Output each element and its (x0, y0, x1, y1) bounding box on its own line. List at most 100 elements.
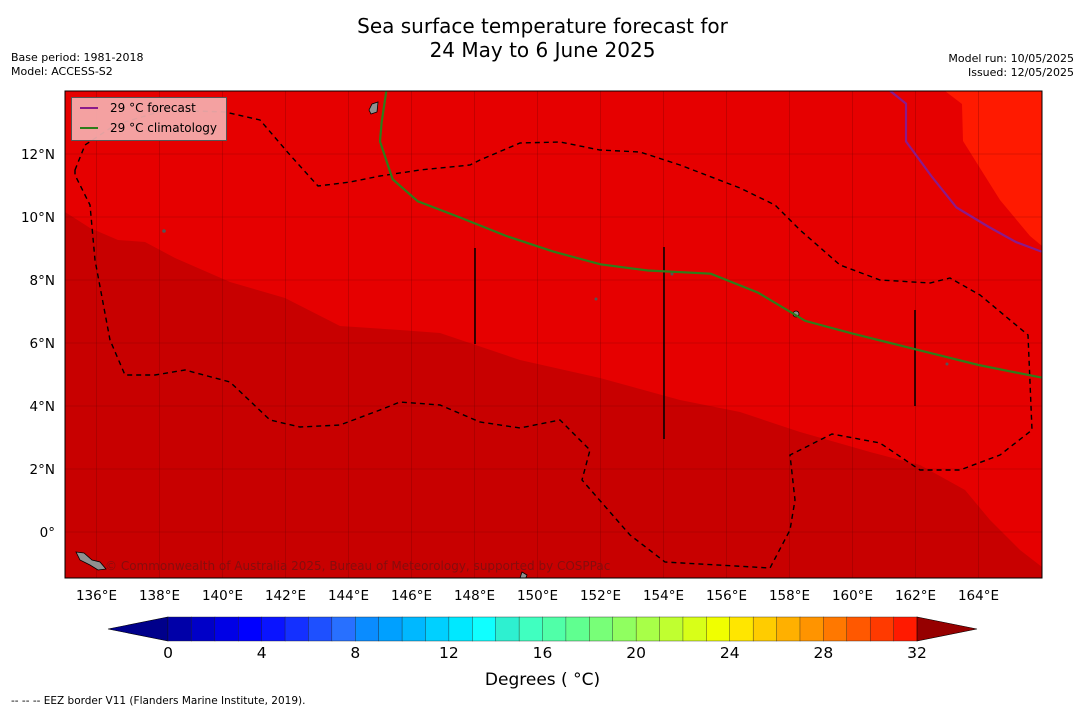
colorbar-segment (284, 616, 309, 642)
model-run: Model run: 10/05/2025 (948, 52, 1074, 65)
island (670, 272, 674, 276)
colorbar-tick-label: 4 (257, 644, 267, 662)
colorbar-segment (635, 616, 661, 642)
colorbar-under-arrow (107, 616, 169, 642)
colorbar-segment (355, 616, 380, 642)
model-name: Model: ACCESS-S2 (11, 65, 113, 78)
field-28-5-to-29 (65, 212, 1042, 578)
colorbar-segment (589, 616, 614, 642)
forecast-29c-line (889, 91, 1042, 253)
island (594, 297, 598, 301)
x-tick-label: 162°E (895, 588, 936, 604)
island (162, 229, 166, 233)
title-line-1: Sea surface temperature forecast for (357, 14, 728, 38)
y-tick-label: 8°N (30, 273, 55, 289)
x-tick-label: 148°E (454, 588, 495, 604)
colorbar-tick-label: 0 (163, 644, 173, 662)
colorbar-segment (191, 616, 216, 642)
island (368, 101, 379, 115)
y-tick-label: 2°N (30, 462, 55, 478)
legend-swatch-climatology (80, 127, 98, 129)
colorbar-segment (167, 616, 192, 642)
colorbar-tick-label: 28 (814, 644, 834, 662)
issued-date: Issued: 12/05/2025 (967, 66, 1074, 79)
x-tick-label: 144°E (328, 588, 369, 604)
x-axis: 136°E 138°E 140°E 142°E 144°E 146°E 148°E 150°E… (76, 588, 999, 604)
x-tick-label: 156°E (706, 588, 747, 604)
colorbar-tick-label: 16 (533, 644, 553, 662)
x-tick-label: 142°E (265, 588, 306, 604)
colorbar: 0 4 8 12 16 20 24 28 32 (107, 616, 978, 662)
colorbar-segment (869, 616, 895, 642)
chart-legend: 29 °C forecast 29 °C climatology (71, 97, 227, 141)
y-tick-label: 10°N (21, 210, 55, 226)
colorbar-tick-label: 12 (439, 644, 459, 662)
colorbar-label: Degrees ( °C) (484, 670, 601, 690)
climatology-29c-line (378, 91, 1042, 379)
colorbar-segment (893, 616, 918, 642)
footnote: -- -- -- EEZ border V11 (Flanders Marine… (11, 695, 306, 707)
colorbar-segment (565, 616, 590, 642)
meta-left: Base period: 1981-2018 Model: ACCESS-S2 (11, 51, 143, 79)
legend-label-climatology: 29 °C climatology (110, 121, 218, 135)
colorbar-segment (682, 616, 707, 642)
island (945, 362, 949, 366)
x-tick-label: 160°E (832, 588, 873, 604)
x-tick-label: 146°E (391, 588, 432, 604)
colorbar-segment (776, 616, 801, 642)
base-period: Base period: 1981-2018 (11, 51, 144, 64)
colorbar-segment (799, 616, 824, 642)
y-tick-label: 0° (40, 525, 55, 541)
colorbar-segment (331, 616, 356, 642)
colorbar-tick-label: 8 (350, 644, 360, 662)
chart-title: Sea surface temperature forecast for 24 … (0, 14, 1085, 62)
island (75, 551, 107, 571)
legend-label-forecast: 29 °C forecast (110, 101, 196, 115)
colorbar-segment (308, 616, 333, 642)
map-plot-area: © Commonwealth of Australia 2025, Bureau… (65, 91, 1042, 578)
eez-border (74, 109, 1033, 569)
colorbar-tick-label: 24 (720, 644, 740, 662)
colorbar-segment (729, 616, 754, 642)
y-axis: 0° 2°N 4°N 6°N 8°N 10°N 12°N (21, 147, 55, 541)
x-tick-label: 140°E (202, 588, 243, 604)
colorbar-segment (495, 616, 520, 642)
x-tick-label: 150°E (517, 588, 558, 604)
legend-item-climatology: 29 °C climatology (80, 121, 217, 135)
y-tick-label: 6°N (30, 336, 55, 352)
x-tick-label: 152°E (580, 588, 621, 604)
colorbar-segment (706, 616, 731, 642)
colorbar-segment (401, 616, 426, 642)
copyright-text: © Commonwealth of Australia 2025, Bureau… (105, 559, 610, 573)
colorbar-segment (612, 616, 637, 642)
map-frame (64, 90, 1043, 579)
island (519, 571, 528, 578)
colorbar-segment (542, 616, 567, 642)
colorbar-segment (472, 616, 497, 642)
x-tick-label: 164°E (958, 588, 999, 604)
colorbar-segment (425, 616, 450, 642)
colorbar-tick-label: 20 (626, 644, 646, 662)
colorbar-segment (378, 616, 403, 642)
colorbar-segment (846, 616, 871, 642)
colorbar-segment (214, 616, 239, 642)
x-tick-label: 136°E (76, 588, 117, 604)
x-tick-label: 154°E (643, 588, 684, 604)
colorbar-segment (448, 616, 473, 642)
legend-swatch-forecast (80, 107, 98, 109)
field-above-29-5 (945, 91, 1042, 246)
colorbar-segment (261, 616, 286, 642)
colorbar-segment (238, 616, 263, 642)
colorbar-segment (518, 616, 543, 642)
y-tick-label: 4°N (30, 399, 55, 415)
title-line-2: 24 May to 6 June 2025 (429, 38, 656, 62)
colorbar-segment (823, 616, 848, 642)
meta-right: Model run: 10/05/2025 Issued: 12/05/2025 (948, 52, 1074, 80)
colorbar-over-arrow (916, 616, 978, 642)
legend-item-forecast: 29 °C forecast (80, 101, 196, 115)
y-tick-label: 12°N (21, 147, 55, 163)
colorbar-segment (659, 616, 684, 642)
x-tick-label: 158°E (769, 588, 810, 604)
x-tick-label: 138°E (139, 588, 180, 604)
